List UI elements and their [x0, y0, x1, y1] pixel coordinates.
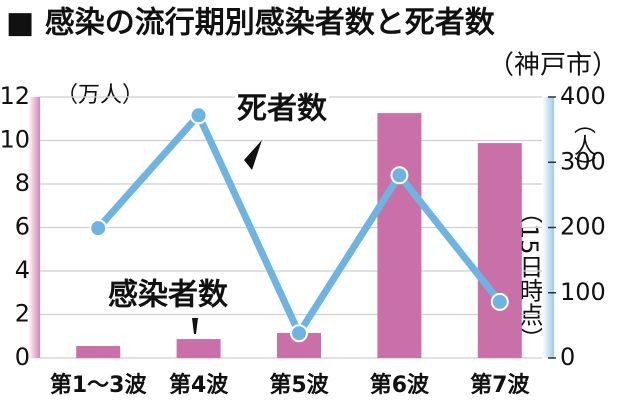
y-tick-label: 8	[15, 169, 30, 197]
y2-tick-label: 400	[560, 82, 606, 110]
bar	[377, 113, 422, 358]
callout-pointer	[244, 140, 262, 170]
line-point	[290, 324, 308, 343]
bar	[477, 143, 522, 358]
x-tick-label: 第6波	[370, 372, 430, 398]
line-point	[189, 106, 208, 125]
y2-tick-label: 300	[560, 147, 606, 175]
y-tick-label: 2	[15, 300, 30, 328]
x-tick-label: 第7波	[470, 372, 530, 398]
y2-tick-label: 0	[560, 343, 575, 371]
y-tick-label: 6	[15, 213, 30, 241]
y2-tick-label: 100	[560, 278, 606, 306]
axis-strip	[28, 97, 40, 358]
bar	[176, 339, 221, 358]
y-tick-label: 10	[0, 126, 30, 154]
y2-tick-label: 200	[560, 213, 606, 241]
series-label: 感染者数	[108, 278, 229, 313]
x-tick-label: 第1～3波	[50, 372, 148, 398]
x-tick-label: 第5波	[269, 372, 329, 398]
y-tick-label: 12	[0, 82, 30, 110]
series-label: 死者数	[237, 92, 328, 127]
y2-axis-label: （人）	[570, 112, 596, 178]
y-tick-label: 0	[15, 343, 30, 371]
y-tick-label: 4	[15, 256, 30, 284]
bar	[76, 346, 121, 358]
line-point	[89, 219, 108, 238]
y-axis-label: （万人）	[56, 83, 144, 108]
line-point	[390, 166, 409, 185]
line-point	[490, 292, 509, 311]
chart-title: ■ 感染の流行期別感染者数と死者数	[6, 6, 496, 41]
x-tick-label: 第4波	[169, 372, 229, 398]
chart-subtitle: （神戸市）	[488, 51, 618, 81]
callout-pointer	[192, 318, 198, 334]
